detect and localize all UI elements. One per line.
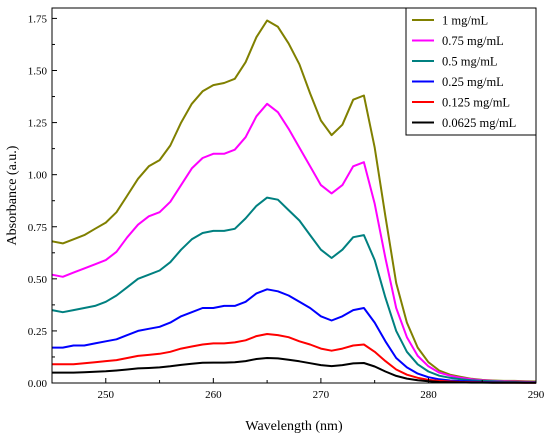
legend-label: 1 mg/mL bbox=[442, 14, 488, 28]
y-axis-title: Absorbance (a.u.) bbox=[5, 145, 20, 245]
series-line bbox=[51, 196, 536, 384]
series-layer bbox=[51, 19, 537, 384]
legend-label: 0.25 mg/mL bbox=[442, 75, 504, 89]
legend-label: 0.125 mg/mL bbox=[442, 96, 510, 110]
y-tick-label: 1.00 bbox=[28, 170, 48, 182]
series-line bbox=[52, 333, 536, 384]
legend-box bbox=[405, 7, 537, 136]
plot-frame bbox=[51, 7, 537, 384]
y-tick-label: 0.25 bbox=[28, 326, 48, 338]
x-tick-label: 290 bbox=[528, 389, 545, 401]
axes-layer: 250 260 270 280 290 0.00 0.25 0.50 0.75 1.00 1.25 1… bbox=[28, 13, 545, 401]
y-tick-label: 1.25 bbox=[28, 118, 48, 130]
y-tick-label: 0.00 bbox=[28, 378, 48, 390]
legend-label: 0.5 mg/mL bbox=[442, 55, 498, 69]
series-line bbox=[52, 357, 536, 384]
y-tick-label: 0.50 bbox=[28, 274, 48, 286]
y-tick-label: 1.75 bbox=[28, 13, 48, 25]
x-axis-title: Wavelength (nm) bbox=[245, 419, 343, 434]
legend: 1 mg/mL 0.75 mg/mL 0.5 mg/mL 0.25 mg/mL 0.12… bbox=[405, 7, 537, 136]
legend-label: 0.75 mg/mL bbox=[442, 34, 504, 48]
series-line bbox=[51, 102, 537, 383]
x-tick-label: 250 bbox=[98, 389, 115, 401]
x-tick-label: 280 bbox=[420, 389, 437, 401]
y-tick-label: 1.50 bbox=[28, 66, 48, 78]
legend-label: 0.0625 mg/mL bbox=[442, 116, 516, 130]
y-tick-label: 0.75 bbox=[28, 222, 48, 234]
x-tick-label: 260 bbox=[205, 389, 222, 401]
x-tick-label: 270 bbox=[313, 389, 330, 401]
series-line bbox=[52, 288, 536, 384]
